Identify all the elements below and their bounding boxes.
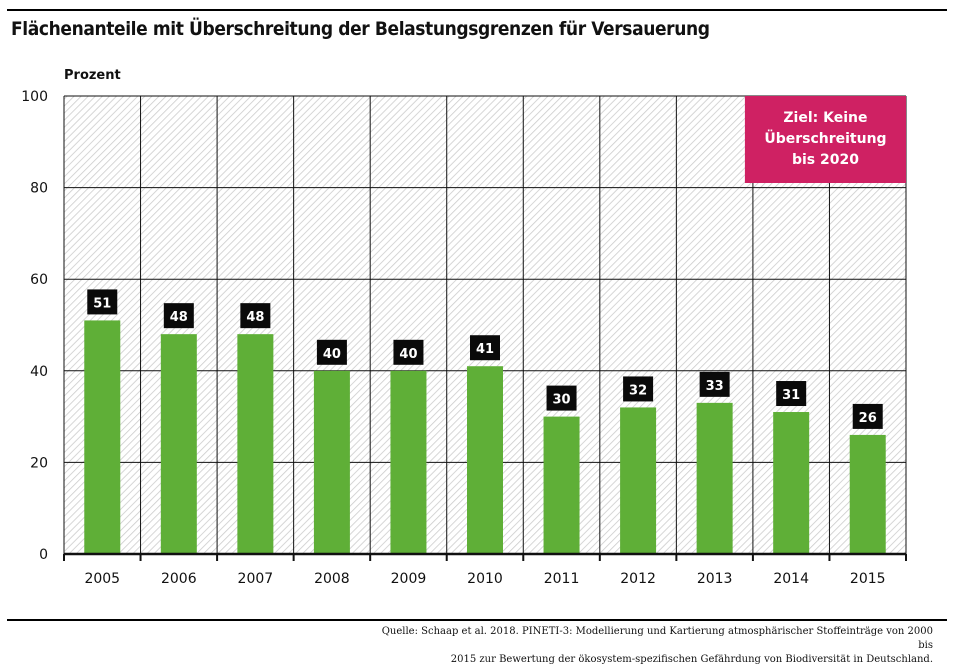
data-label: 32 [629,383,647,398]
data-label: 51 [93,296,111,311]
bar [237,334,274,554]
data-label-box [470,335,500,361]
data-label: 41 [476,342,494,357]
y-tick-label: 100 [21,89,48,105]
x-tick-label: 2011 [544,571,580,587]
x-tick-label: 2005 [84,571,120,587]
data-label-box [776,381,807,407]
bar-chart: Prozent 0 20 40 60 80 100 Ziel: Keine Überschre… [21,68,907,587]
bar [543,416,580,554]
bar [390,370,427,554]
x-tick-label: 2008 [314,571,350,587]
data-label-box [852,403,883,429]
y-tick-label: 40 [30,364,48,380]
annotation-box [744,96,906,183]
top-rule [7,9,947,11]
x-tick-label: 2015 [850,571,886,587]
data-label: 40 [399,347,417,362]
data-label: 26 [859,411,877,426]
chart-title: Flächenanteile mit Überschreitung der Be… [11,18,710,40]
data-label-box [163,303,194,329]
source-note: Quelle: Schaap et al. 2018. PINETI-3: Mo… [373,625,933,667]
data-label: 30 [552,393,570,408]
y-tick-label: 20 [30,455,48,471]
source-line-2: 2015 zur Bewertung der ökosystem-spezifi… [450,654,933,665]
data-label-box [699,371,730,397]
bottom-rule [7,619,947,621]
bar [160,334,197,554]
data-label: 48 [170,310,188,325]
data-label-box [87,289,118,315]
annotation-text: Ziel: Keine [783,110,867,126]
bar [620,407,657,554]
bar [84,320,121,554]
source-line-1: Quelle: Schaap et al. 2018. PINETI-3: Mo… [381,626,933,651]
x-tick-label: 2007 [238,571,274,587]
data-label-box [393,339,424,365]
data-label-box [316,339,347,365]
data-label-box [623,376,654,402]
x-tick-label: 2006 [161,571,197,587]
data-label: 31 [782,388,800,403]
y-axis-label: Prozent [64,68,121,83]
x-tick-label: 2012 [620,571,656,587]
data-label-box [546,385,577,411]
data-label: 48 [246,310,264,325]
annotation-text: Überschreitung [764,129,886,147]
x-tick-label: 2010 [467,571,503,587]
y-tick-label: 60 [30,272,48,288]
bar [849,434,886,554]
annotation-text: bis 2020 [792,152,859,168]
bar [696,402,733,554]
bar [467,366,503,554]
bar [773,412,810,554]
data-label: 33 [706,379,724,394]
data-label-box [240,303,271,329]
x-tick-label: 2009 [391,571,427,587]
x-tick-label: 2013 [697,571,733,587]
bar [313,370,350,554]
y-tick-label: 80 [30,181,48,197]
y-tick-label: 0 [39,547,48,563]
data-label: 40 [323,347,341,362]
x-tick-label: 2014 [773,571,809,587]
